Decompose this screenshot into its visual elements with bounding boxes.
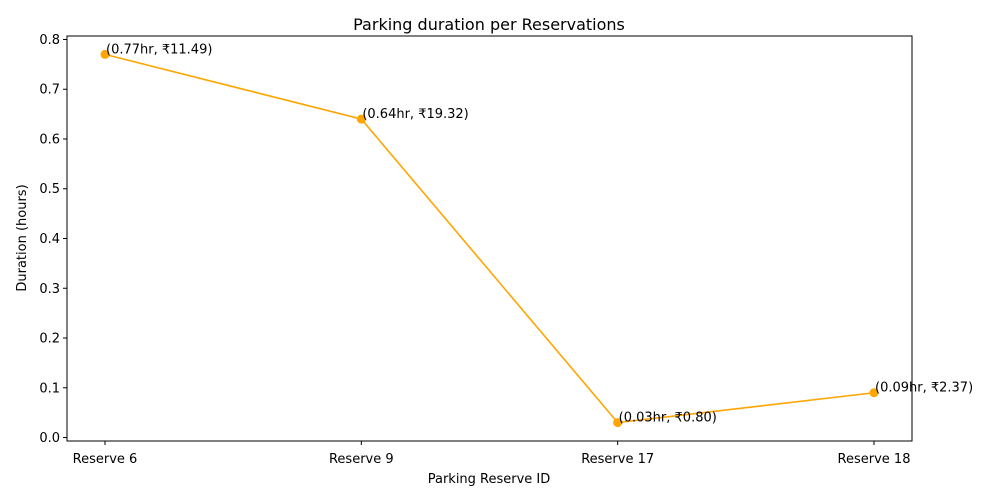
y-tick-label: 0.3	[39, 282, 60, 297]
y-tick-label: 0.0	[39, 431, 60, 446]
x-axis-label: Parking Reserve ID	[428, 472, 551, 487]
x-tick-label: Reserve 9	[329, 452, 394, 467]
x-axis: Reserve 6 Reserve 9 Reserve 17 Reserve 18	[73, 441, 911, 467]
x-tick-label: Reserve 17	[581, 452, 654, 467]
plot-frame	[66, 35, 913, 442]
y-axis: 0.0 0.1 0.2 0.3 0.4 0.5 0.6 0.7 0.8	[39, 33, 67, 446]
series-line	[104, 53, 875, 424]
x-tick-label: Reserve 6	[73, 452, 138, 467]
x-tick-label: Reserve 18	[838, 452, 911, 467]
y-tick-label: 0.7	[39, 83, 60, 98]
y-tick-label: 0.1	[39, 381, 60, 396]
y-tick-label: 0.2	[39, 332, 60, 347]
data-point	[356, 114, 366, 124]
data-point	[100, 49, 110, 59]
data-point	[613, 418, 623, 428]
y-tick-label: 0.4	[39, 232, 60, 247]
data-label: (0.09hr, ₹2.37)	[875, 381, 973, 396]
y-tick-label: 0.6	[39, 132, 60, 147]
y-axis-label: Duration (hours)	[15, 184, 30, 291]
data-point	[869, 388, 879, 398]
data-label: (0.77hr, ₹11.49)	[106, 42, 212, 57]
data-label: (0.64hr, ₹19.32)	[362, 107, 468, 122]
y-tick-label: 0.5	[39, 182, 60, 197]
chart-title: Parking duration per Reservations	[353, 15, 625, 34]
plot-area: (0.77hr, ₹11.49) (0.64hr, ₹19.32) (0.03hr,…	[100, 42, 973, 428]
y-tick-label: 0.8	[39, 33, 60, 48]
data-label: (0.03hr, ₹0.80)	[619, 411, 717, 426]
